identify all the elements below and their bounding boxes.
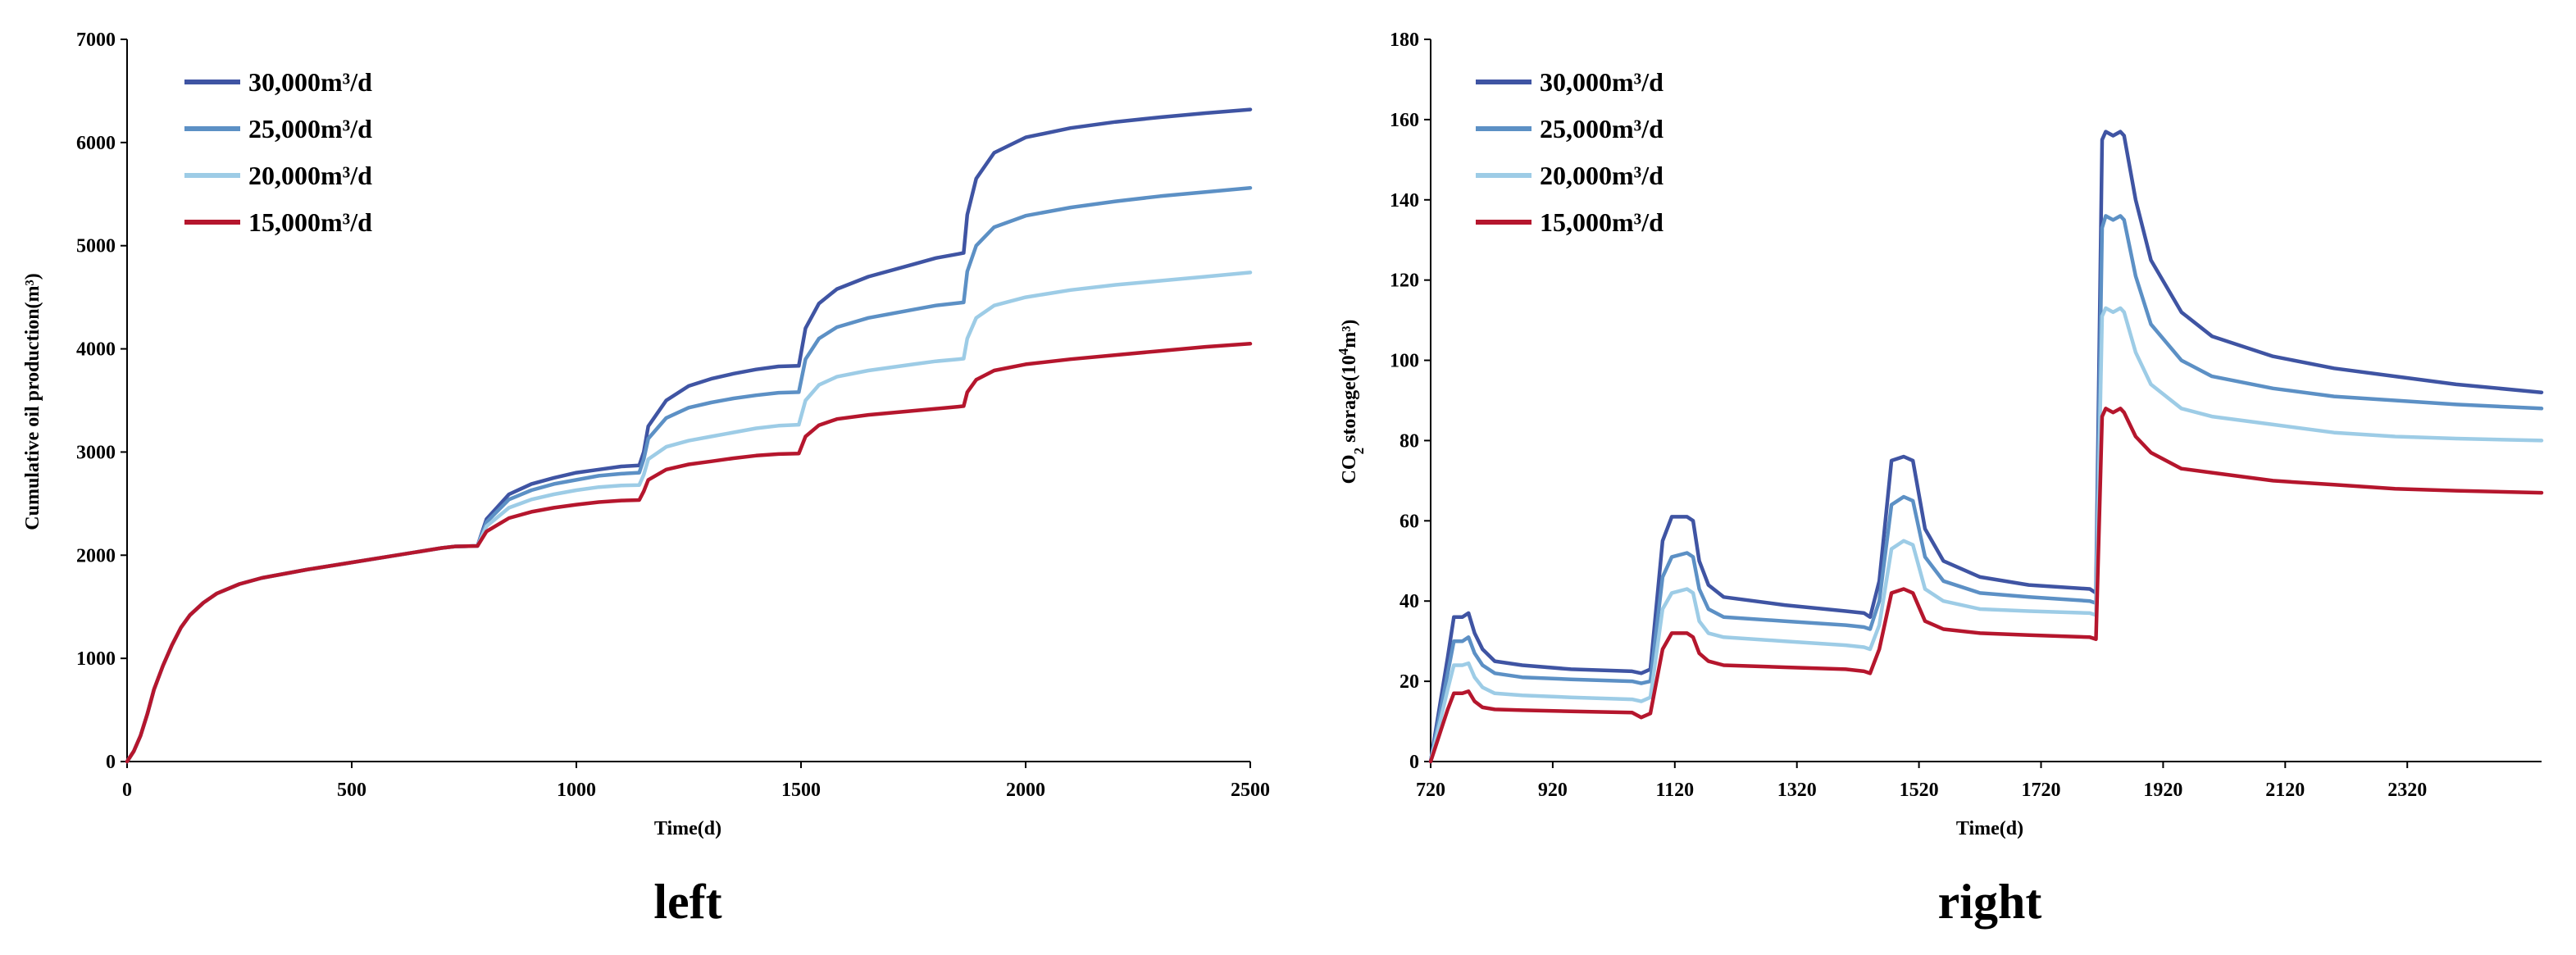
left-caption: left — [653, 875, 721, 929]
right-x-tick-label: 720 — [1416, 780, 1445, 801]
right-y-tick-label: 20 — [1400, 671, 1419, 693]
right-legend-label-2: 25,000m³/d — [1540, 114, 1663, 143]
left-y-tick-label: 4000 — [76, 339, 116, 361]
left-y-tick-label: 7000 — [76, 30, 116, 51]
left-y-tick-label: 1000 — [76, 648, 116, 670]
left-x-tick-label: 500 — [337, 780, 366, 801]
left-y-tick-label: 3000 — [76, 442, 116, 463]
right-y-tick-label: 80 — [1400, 430, 1419, 452]
left-series-line-3 — [125, 271, 1253, 764]
left-legend-label-1: 30,000m³/d — [248, 67, 372, 97]
left-y-axis-label: Cumulative oil production(m³) — [22, 273, 43, 530]
right-y-tick-label: 140 — [1390, 190, 1419, 211]
right-x-tick-label: 1720 — [2022, 780, 2061, 801]
right-x-tick-label: 2120 — [2265, 780, 2305, 801]
right-series-line-2 — [1428, 214, 2544, 764]
left-x-tick-label: 1000 — [557, 780, 596, 801]
right-x-tick-label: 2320 — [2387, 780, 2427, 801]
right-legend-label-3: 20,000m³/d — [1540, 161, 1663, 190]
right-y-tick-label: 100 — [1390, 351, 1419, 372]
left-y-tick-label: 2000 — [76, 545, 116, 566]
right-legend-label-1: 30,000m³/d — [1540, 67, 1663, 97]
left-x-tick-label: 2000 — [1006, 780, 1045, 801]
left-series-line-4 — [125, 342, 1253, 764]
right-x-tick-label: 1320 — [1777, 780, 1817, 801]
right-x-tick-label: 1120 — [1655, 780, 1694, 801]
right-y-axis-label: CO2 storage(104m³) — [1336, 320, 1367, 484]
right-y-tick-label: 120 — [1390, 271, 1419, 292]
left-legend-label-2: 25,000m³/d — [248, 114, 372, 143]
right-caption: right — [1938, 875, 2042, 929]
right-y-tick-label: 180 — [1390, 30, 1419, 51]
left-series-line-2 — [125, 185, 1253, 764]
left-y-tick-label: 6000 — [76, 133, 116, 154]
right-series-line-1 — [1428, 130, 2544, 764]
right-series-line-4 — [1428, 407, 2544, 764]
left-y-tick-label: 5000 — [76, 236, 116, 257]
left-x-tick-label: 2500 — [1231, 780, 1270, 801]
left-legend-label-3: 20,000m³/d — [248, 161, 372, 190]
right-x-tick-label: 1520 — [1900, 780, 1939, 801]
right-y-tick-label: 0 — [1409, 752, 1419, 773]
right-chart: CO2 storage(104m³) Time(d) right 0 20 40 60… — [1336, 30, 2544, 929]
right-x-axis-label: Time(d) — [1956, 818, 2023, 839]
left-x-tick-label: 1500 — [781, 780, 821, 801]
right-x-tick-label: 920 — [1538, 780, 1568, 801]
right-series-line-3 — [1428, 306, 2544, 764]
right-y-tick-label: 40 — [1400, 591, 1419, 612]
left-y-tick-label: 0 — [106, 752, 116, 773]
right-y-tick-label: 160 — [1390, 110, 1419, 131]
left-x-axis-label: Time(d) — [654, 818, 721, 839]
right-legend-label-4: 15,000m³/d — [1540, 207, 1663, 237]
left-legend-label-4: 15,000m³/d — [248, 207, 372, 237]
left-x-tick-label: 0 — [122, 780, 132, 801]
right-x-tick-label: 1920 — [2143, 780, 2182, 801]
left-chart: Cumulative oil production(m³) Time(d) le… — [22, 30, 1270, 929]
right-y-tick-label: 60 — [1400, 511, 1419, 532]
